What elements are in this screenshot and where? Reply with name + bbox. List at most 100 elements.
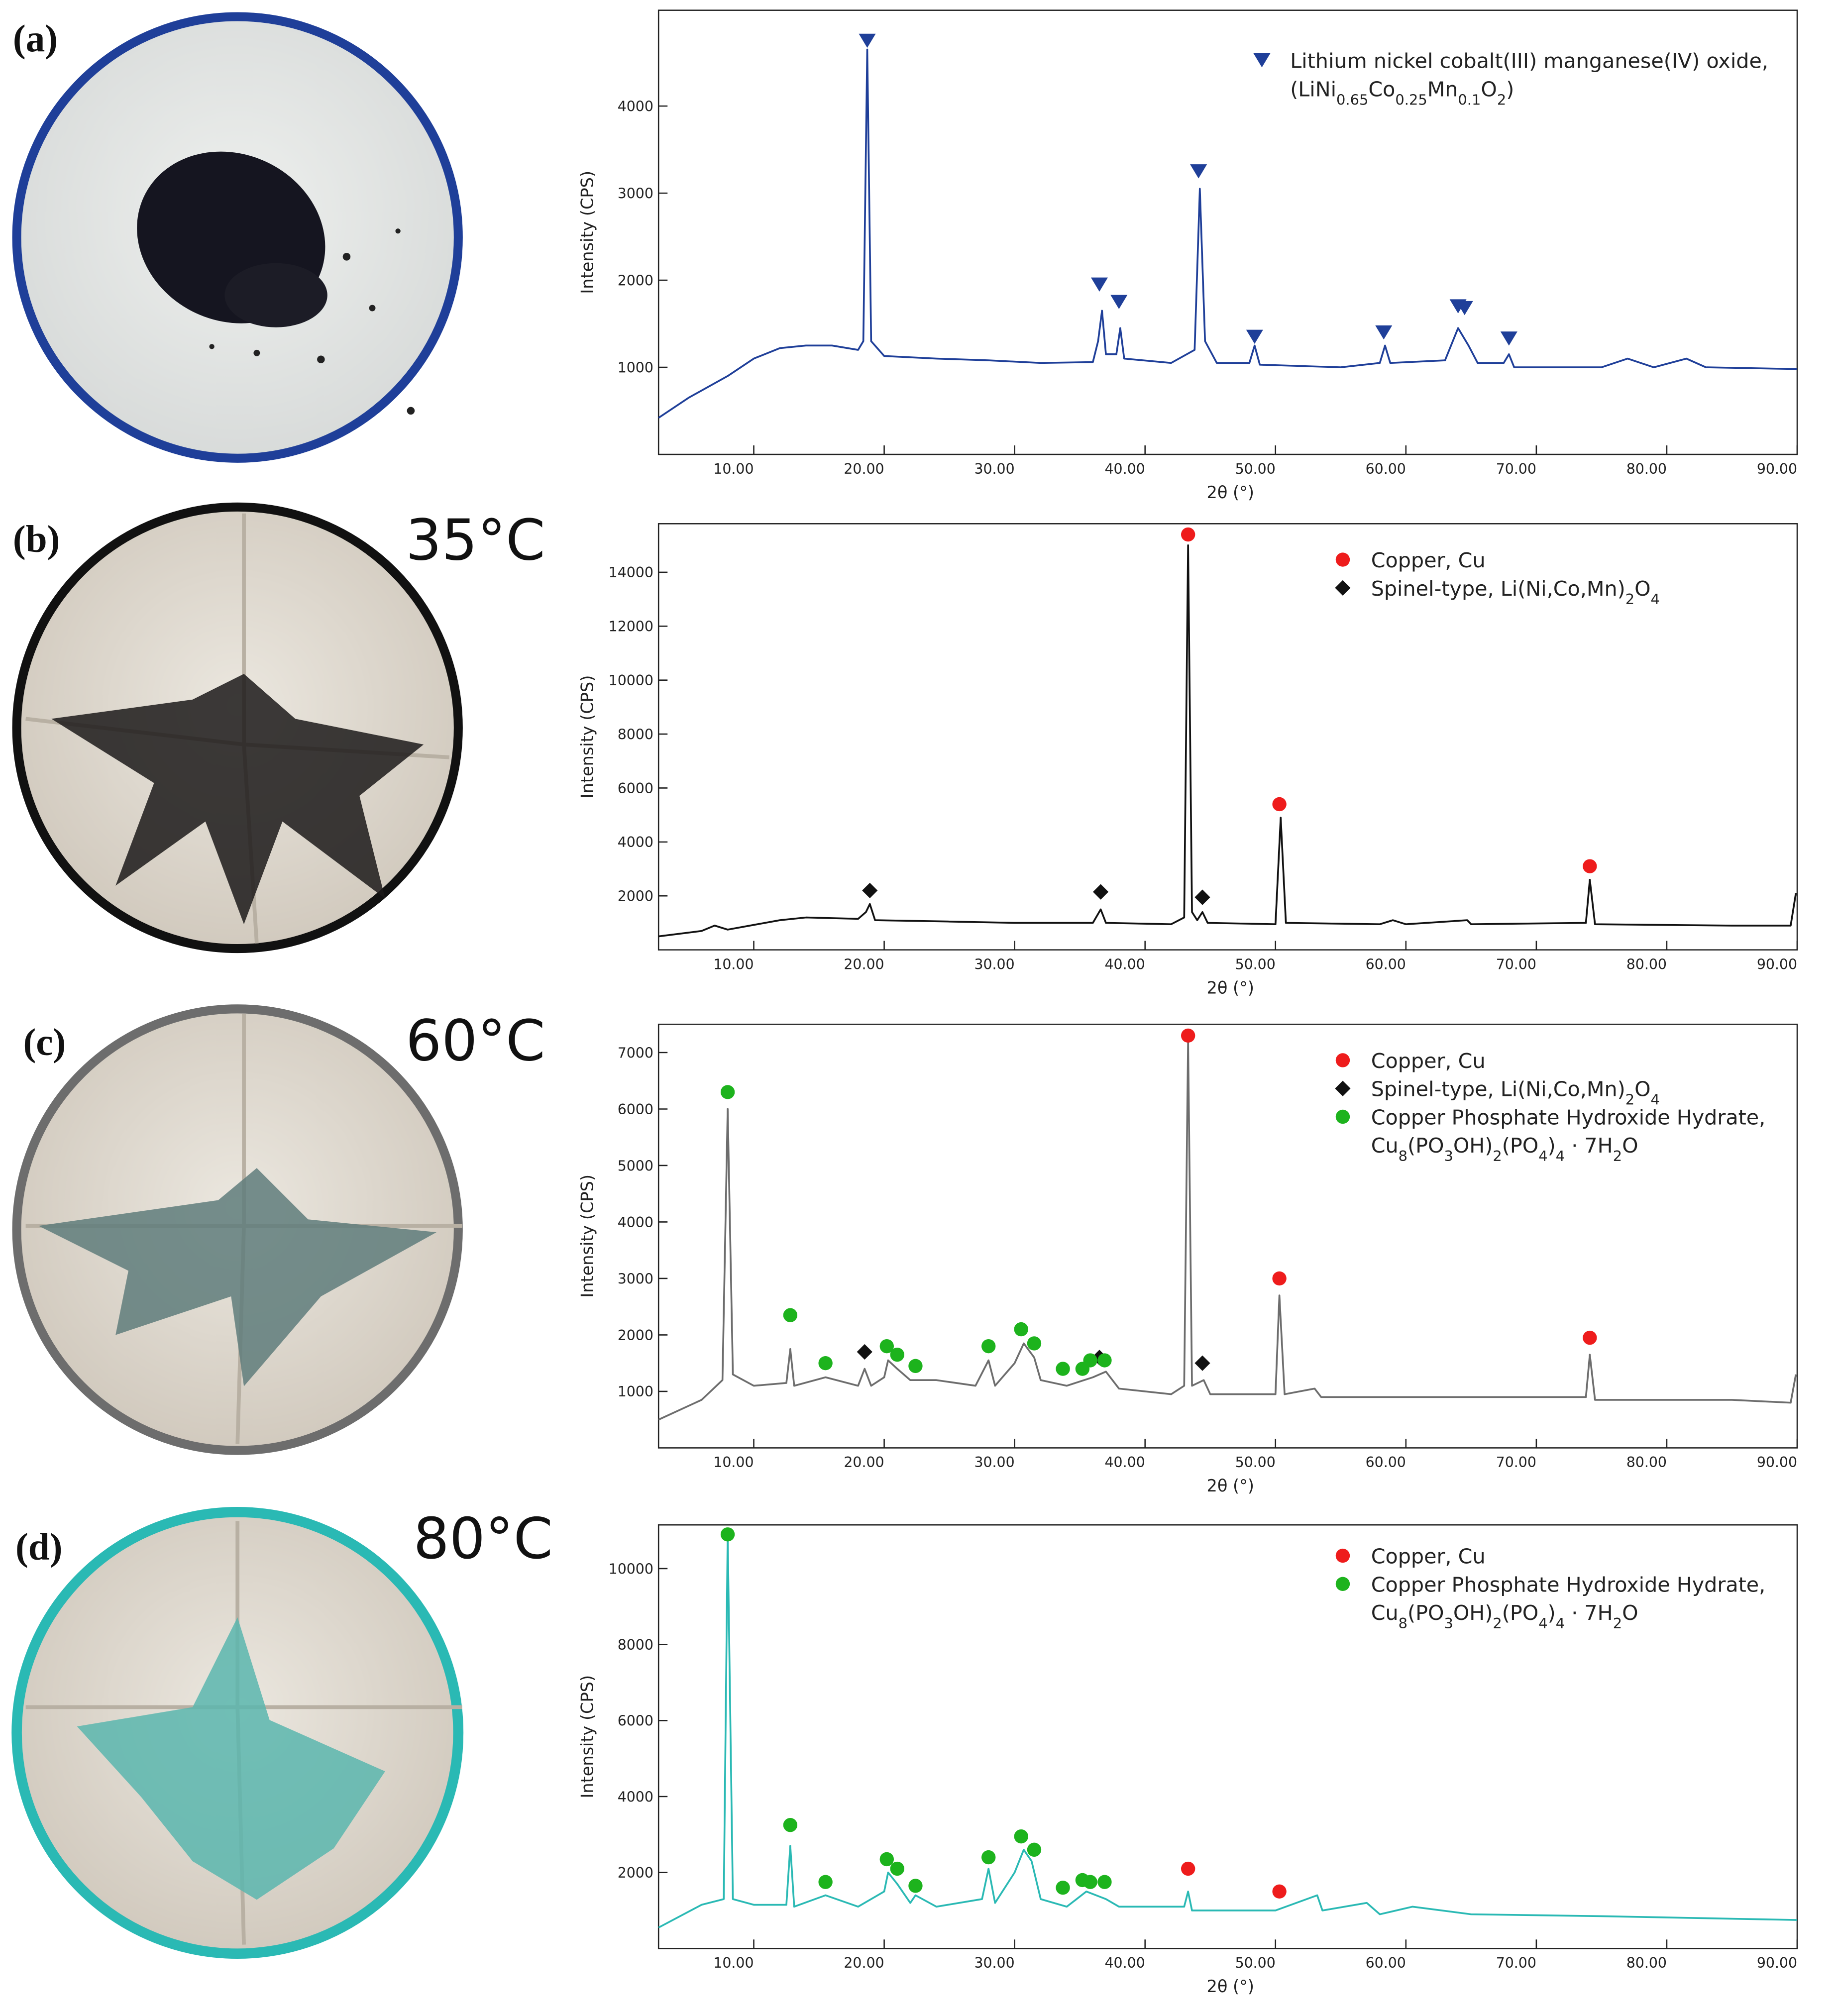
y-tick-label: 10000 — [609, 672, 653, 689]
marker — [890, 1347, 904, 1362]
y-tick-label: 1000 — [618, 359, 653, 376]
marker — [890, 1861, 904, 1876]
x-tick-label: 80.00 — [1626, 1454, 1667, 1471]
y-axis-label: Intensity (CPS) — [578, 675, 597, 799]
y-tick-label: 10000 — [609, 1561, 653, 1577]
panel-label: (d) — [15, 1525, 63, 1568]
panel-label: (a) — [13, 17, 58, 60]
photo-a — [12, 12, 463, 463]
x-tick-label: 70.00 — [1496, 1454, 1536, 1471]
plot-frame — [657, 9, 1798, 455]
marker — [1056, 1881, 1070, 1895]
x-tick-label: 30.00 — [974, 461, 1014, 477]
y-tick-label: 2000 — [618, 888, 653, 905]
marker — [1456, 301, 1473, 316]
x-tick-label: 50.00 — [1235, 1955, 1276, 1971]
x-tick-label: 60.00 — [1366, 956, 1406, 972]
panel-label: (b) — [13, 518, 60, 560]
marker — [720, 1527, 735, 1542]
marker — [1056, 1362, 1070, 1376]
marker — [1272, 1884, 1287, 1899]
marker — [1194, 1355, 1210, 1371]
temperature-label: 35°C — [406, 508, 545, 573]
x-axis-label: 2θ (°) — [1207, 978, 1254, 997]
marker — [981, 1850, 996, 1865]
legend-marker — [1335, 1080, 1351, 1096]
x-tick-label: 20.00 — [844, 1955, 884, 1971]
x-axis-label: 2θ (°) — [1207, 1977, 1254, 1996]
legend-label: (LiNi0.65Co0.25Mn0.1O2) — [1290, 77, 1514, 108]
x-tick-label: 90.00 — [1757, 1454, 1797, 1471]
legend-marker — [1335, 1053, 1350, 1067]
x-tick-label: 20.00 — [844, 1454, 884, 1471]
legend-label: Cu8(PO3OH)2(PO4)4 · 7H2O — [1371, 1601, 1638, 1632]
x-tick-label: 70.00 — [1496, 956, 1536, 972]
x-tick-label: 80.00 — [1626, 956, 1667, 972]
y-tick-label: 6000 — [618, 1101, 653, 1118]
photo-d — [11, 1507, 464, 1959]
legend-label: Copper, Cu — [1371, 1545, 1486, 1569]
x-tick-label: 40.00 — [1105, 461, 1145, 477]
xrd-line — [658, 1040, 1797, 1421]
x-tick-label: 60.00 — [1366, 461, 1406, 477]
legend-marker — [1335, 1109, 1350, 1124]
legend-marker — [1335, 1548, 1350, 1563]
charts: 10.00 20.00 30.00 40.00 50.00 60.00 70.00 80.00… — [13, 9, 1798, 1996]
y-tick-label: 6000 — [618, 1713, 653, 1729]
marker — [1246, 329, 1263, 344]
marker — [783, 1818, 798, 1832]
temperature-label: 80°C — [414, 1506, 553, 1572]
y-tick-label: 3000 — [618, 1271, 653, 1287]
x-tick-label: 50.00 — [1235, 1454, 1276, 1471]
marker — [1090, 277, 1108, 292]
y-tick-label: 2000 — [618, 1865, 653, 1881]
legend-marker — [1253, 53, 1271, 68]
legend-label: Cu8(PO3OH)2(PO4)4 · 7H2O — [1371, 1134, 1638, 1165]
y-tick-label: 4000 — [618, 1214, 653, 1231]
marker — [1027, 1336, 1042, 1351]
y-tick-label: 8000 — [618, 726, 653, 743]
x-tick-label: 90.00 — [1757, 956, 1797, 972]
x-tick-label: 30.00 — [974, 1454, 1014, 1471]
marker — [1272, 1271, 1287, 1286]
marker — [1500, 331, 1517, 346]
x-tick-label: 10.00 — [713, 1454, 754, 1471]
x-tick-label: 20.00 — [844, 956, 884, 972]
legend-label: Copper Phosphate Hydroxide Hydrate, — [1371, 1105, 1766, 1129]
x-tick-label: 80.00 — [1626, 1955, 1667, 1971]
x-tick-label: 40.00 — [1105, 1454, 1145, 1471]
marker — [1097, 1875, 1112, 1889]
y-tick-label: 1000 — [618, 1383, 653, 1400]
x-tick-label: 10.00 — [713, 956, 754, 972]
marker — [1014, 1829, 1028, 1844]
x-tick-label: 60.00 — [1366, 1955, 1406, 1971]
xrd-line — [658, 48, 1798, 419]
marker — [879, 1852, 894, 1867]
marker — [1194, 889, 1210, 905]
marker — [1027, 1842, 1042, 1857]
marker — [1097, 1353, 1112, 1368]
x-tick-label: 30.00 — [974, 956, 1014, 972]
marker — [1583, 1330, 1597, 1345]
x-tick-label: 10.00 — [713, 461, 754, 477]
marker — [1272, 797, 1287, 812]
marker — [857, 1344, 872, 1360]
photo-c — [12, 1004, 463, 1455]
marker — [981, 1339, 996, 1354]
marker — [1181, 1028, 1195, 1043]
marker — [1110, 295, 1128, 310]
y-axis-label: Intensity (CPS) — [578, 171, 597, 294]
marker — [720, 1085, 735, 1099]
x-tick-label: 30.00 — [974, 1955, 1014, 1971]
marker — [862, 882, 878, 899]
marker — [1083, 1875, 1097, 1889]
x-axis-label: 2θ (°) — [1207, 1476, 1254, 1495]
x-tick-label: 10.00 — [713, 1955, 754, 1971]
legend-marker — [1335, 1577, 1350, 1592]
y-tick-label: 5000 — [618, 1158, 653, 1174]
x-tick-label: 70.00 — [1496, 1955, 1536, 1971]
x-tick-label: 50.00 — [1235, 956, 1276, 972]
x-tick-label: 50.00 — [1235, 461, 1276, 477]
legend-label: Lithium nickel cobalt(III) manganese(IV)… — [1290, 49, 1768, 73]
